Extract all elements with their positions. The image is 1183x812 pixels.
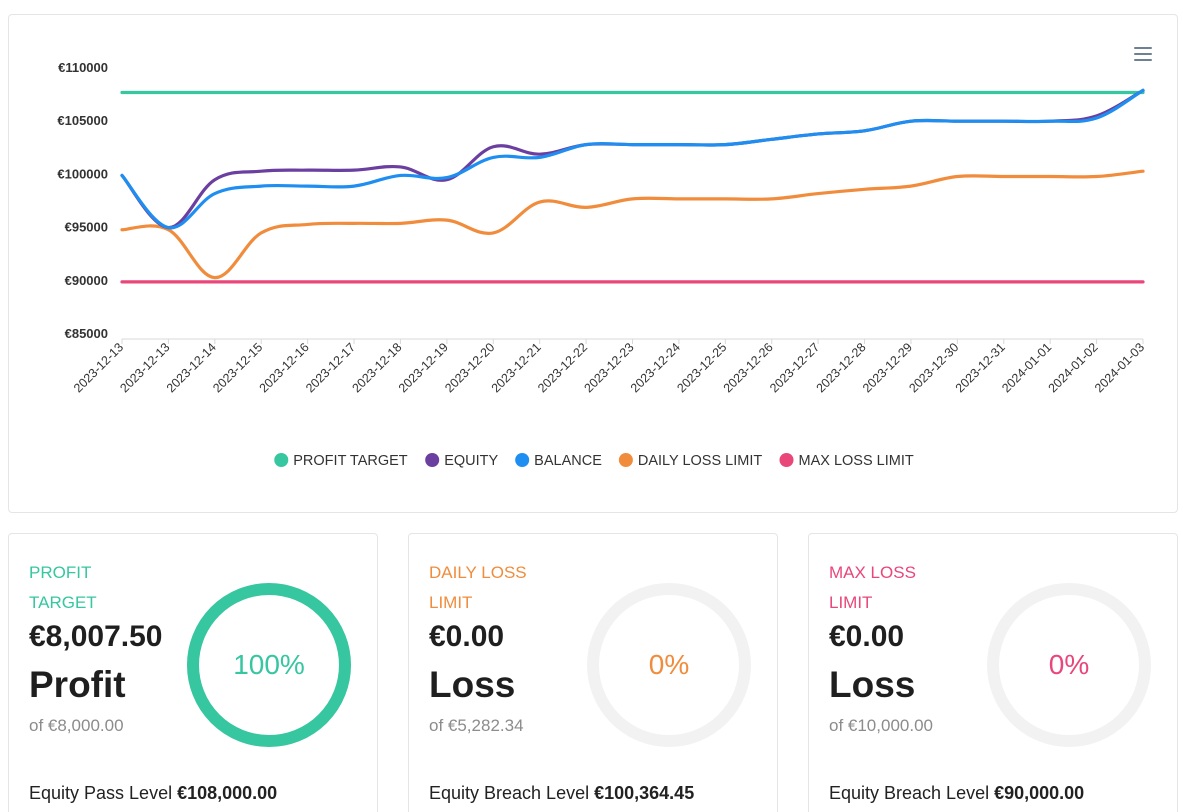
progress-percent: 100% [233,649,305,680]
legend-item-daily-loss-limit[interactable]: DAILY LOSS LIMIT [618,453,763,469]
legend-item-max-loss-limit[interactable]: MAX LOSS LIMIT [779,453,914,469]
card-word: Profit [29,664,126,705]
card-title-line2: TARGET [29,593,97,612]
y-tick-label: €105000 [57,113,108,128]
card-word: Loss [429,664,516,705]
card-amount: €8,007.50 [29,620,163,653]
progress-ring [187,583,351,747]
level-value: €108,000.00 [177,783,278,803]
progress-percent: 0% [648,649,690,680]
legend-label: DAILY LOSS LIMIT [638,453,763,469]
chart-card [8,14,1178,513]
legend-marker [425,453,440,467]
card-title-line1: MAX LOSS [829,563,916,582]
equity-chart: €110000 €105000 €100000 €95000 €90000 €85000 2… [57,60,1147,469]
x-tick-label: 2024-01-03 [1092,340,1147,395]
level-value: €100,364.45 [594,783,695,803]
card-title-line2: LIMIT [829,593,873,612]
profit-target-card: PROFIT TARGET €8,007.50 Profit of €8,000… [8,533,378,812]
legend-marker [779,453,794,467]
card-title-line1: DAILY LOSS [429,563,527,582]
card-title: DAILY LOSS LIMIT [429,558,549,618]
y-tick-label: €100000 [57,166,108,181]
series-line-balance [120,88,1145,230]
y-tick-label: €95000 [65,220,108,235]
legend-label: EQUITY [444,453,498,469]
legend-marker [618,453,633,467]
level-value: €90,000.00 [994,783,1085,803]
y-tick-label: €85000 [65,326,108,341]
card-level: Equity Breach Level €100,364.45 [429,783,694,804]
card-amount: €0.00 [429,620,505,653]
level-label: Equity Pass Level [29,783,173,803]
legend-item-profit-target[interactable]: PROFIT TARGET [274,453,408,469]
progress-ring [587,583,751,747]
card-level: Equity Pass Level €108,000.00 [29,783,277,804]
level-label: Equity Breach Level [829,783,990,803]
progress-ring [987,583,1151,747]
progress-percent: 0% [1048,649,1090,680]
card-of-text: of €5,282.34 [429,716,524,735]
legend-marker [274,453,289,467]
card-level: Equity Breach Level €90,000.00 [829,783,1084,804]
legend-item-balance[interactable]: BALANCE [515,453,602,469]
card-of-text: of €10,000.00 [829,716,933,735]
y-tick-label: €90000 [65,273,108,288]
level-label: Equity Breach Level [429,783,590,803]
series-line-daily-loss-limit [120,169,1145,280]
y-tick-label: €110000 [58,60,108,75]
legend-marker [515,453,530,467]
series-line-equity [120,88,1145,230]
card-title-line1: PROFIT [29,563,92,582]
legend-label: PROFIT TARGET [293,453,408,469]
daily-loss-card: DAILY LOSS LIMIT €0.00 Loss of €5,282.34… [408,533,778,812]
card-amount: €0.00 [829,620,905,653]
chart-menu-icon[interactable] [1125,45,1155,71]
legend-label: MAX LOSS LIMIT [799,453,914,469]
legend-item-equity[interactable]: EQUITY [425,453,499,469]
legend-label: BALANCE [534,453,602,469]
max-loss-card: MAX LOSS LIMIT €0.00 Loss of €10,000.00 … [808,533,1178,812]
card-of-text: of €8,000.00 [29,716,124,735]
card-title: PROFIT TARGET [29,558,149,618]
card-title: MAX LOSS LIMIT [829,558,949,618]
card-title-line2: LIMIT [429,593,473,612]
card-word: Loss [829,664,916,705]
